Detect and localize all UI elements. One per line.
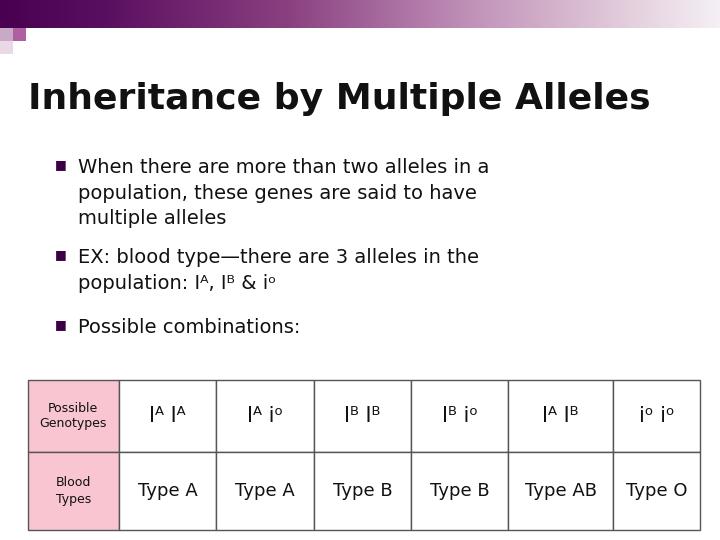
Bar <box>314 452 411 530</box>
Text: When there are more than two alleles in a
population, these genes are said to ha: When there are more than two alleles in … <box>78 158 490 228</box>
Text: Type AB: Type AB <box>525 482 597 500</box>
Bar <box>216 452 314 530</box>
Bar <box>28 380 119 452</box>
Bar <box>26 0 39 13</box>
Bar <box>508 452 613 530</box>
Bar <box>13 14 26 27</box>
Text: ■: ■ <box>55 318 67 331</box>
Bar <box>0 28 13 41</box>
Bar <box>508 380 613 452</box>
Bar <box>314 380 411 452</box>
Bar <box>411 380 508 452</box>
Bar <box>26 14 39 27</box>
Text: ■: ■ <box>55 158 67 171</box>
Text: Blood
Types: Blood Types <box>55 476 91 505</box>
Text: iᵒ iᵒ: iᵒ iᵒ <box>639 406 674 426</box>
Text: Iᴮ iᵒ: Iᴮ iᵒ <box>442 406 478 426</box>
Text: Iᴬ iᵒ: Iᴬ iᵒ <box>247 406 283 426</box>
Text: Type O: Type O <box>626 482 687 500</box>
Text: Iᴬ Iᴮ: Iᴬ Iᴮ <box>542 406 579 426</box>
Text: Type A: Type A <box>138 482 197 500</box>
Bar <box>119 380 216 452</box>
Text: Iᴮ Iᴮ: Iᴮ Iᴮ <box>344 406 380 426</box>
Bar <box>0 41 13 54</box>
Bar <box>613 452 700 530</box>
Bar <box>13 28 26 41</box>
Bar <box>28 452 119 530</box>
Text: Type B: Type B <box>430 482 490 500</box>
Text: Type A: Type A <box>235 482 294 500</box>
Text: Possible
Genotypes: Possible Genotypes <box>40 402 107 430</box>
Bar <box>613 380 700 452</box>
Text: Type B: Type B <box>333 482 392 500</box>
Text: ■: ■ <box>55 248 67 261</box>
Text: Possible combinations:: Possible combinations: <box>78 318 300 337</box>
Bar <box>216 380 314 452</box>
Text: Iᴬ Iᴬ: Iᴬ Iᴬ <box>149 406 186 426</box>
Bar <box>119 452 216 530</box>
Text: EX: blood type—there are 3 alleles in the
population: Iᴬ, Iᴮ & iᵒ: EX: blood type—there are 3 alleles in th… <box>78 248 479 293</box>
Bar <box>411 452 508 530</box>
Text: Inheritance by Multiple Alleles: Inheritance by Multiple Alleles <box>28 82 651 116</box>
